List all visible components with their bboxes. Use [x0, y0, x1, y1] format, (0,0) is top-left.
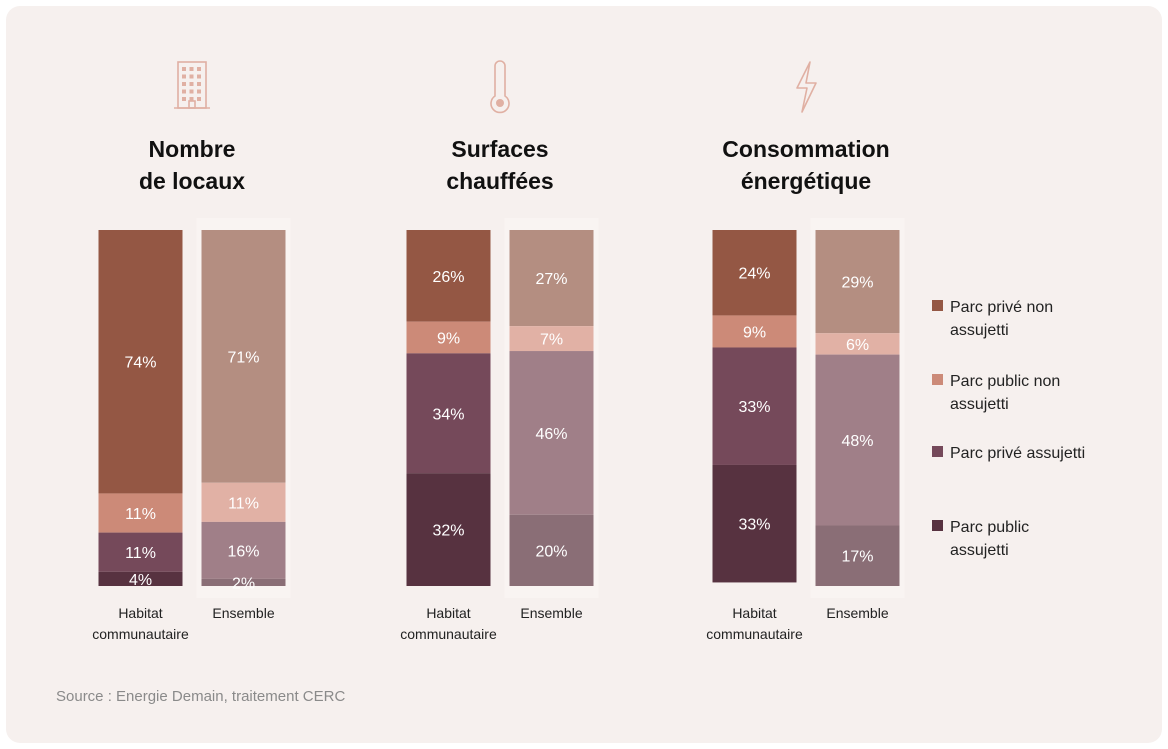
legend-label: Parc privé assujetti: [950, 445, 1085, 462]
legend-label: Parc public: [950, 519, 1029, 536]
panel-title-line: chauffées: [446, 168, 553, 194]
data-label: 29%: [841, 275, 873, 292]
legend-swatch: [932, 446, 943, 457]
data-label: 71%: [227, 349, 259, 366]
data-label: 33%: [738, 517, 770, 534]
category-label: Habitat: [426, 605, 470, 621]
legend-label: assujetti: [950, 396, 1009, 413]
category-label: Habitat: [118, 605, 162, 621]
legend-label: Parc privé non: [950, 299, 1053, 316]
panel-title-line: Consommation: [722, 136, 889, 162]
data-label: 11%: [125, 506, 156, 523]
bar-segment: [815, 230, 900, 334]
data-label: 48%: [841, 433, 873, 450]
source-note: Source : Energie Demain, traitement CERC: [56, 688, 345, 705]
bar-segment: [712, 347, 797, 465]
bar-segment: [815, 333, 900, 355]
category-label: communautaire: [400, 626, 497, 642]
legend-item: Parc privé non assujetti: [932, 299, 1053, 339]
bar-segment: [712, 315, 797, 348]
bar-segment: [98, 532, 183, 572]
legend-label: Parc public non: [950, 373, 1060, 390]
legend-label: assujetti: [950, 322, 1009, 339]
data-label: 17%: [841, 549, 873, 566]
data-label: 6%: [846, 337, 869, 354]
data-label: 33%: [738, 399, 770, 416]
bar-segment: [406, 473, 491, 586]
bar-segment: [509, 230, 594, 327]
bar-segment: [98, 230, 183, 494]
category-label: Ensemble: [826, 605, 888, 621]
panel-1: Nombre de locaux 74% 11% 11% 4% Habitat communa…: [92, 61, 291, 642]
bar-segment: [98, 493, 183, 533]
panel-title-line: Surfaces: [451, 136, 548, 162]
bar-segment: [201, 230, 286, 483]
category-label: Habitat: [732, 605, 776, 621]
category-label: communautaire: [92, 626, 189, 642]
legend-item: Parc public non assujetti: [932, 373, 1060, 413]
legend-item: Parc privé assujetti: [932, 445, 1085, 462]
legend-swatch: [932, 520, 943, 531]
bar-segment: [509, 514, 594, 586]
data-label: 16%: [227, 543, 259, 560]
legend-swatch: [932, 374, 943, 385]
data-label: 20%: [535, 543, 567, 560]
data-label: 32%: [432, 523, 464, 540]
panel-title-line: de locaux: [139, 168, 245, 194]
bar-segment: [201, 482, 286, 522]
bar-segment: [509, 351, 594, 515]
bar-segment: [712, 464, 797, 583]
data-label: 74%: [124, 355, 156, 372]
building-icon: [174, 61, 210, 109]
data-label: 4%: [129, 572, 152, 589]
data-label: 2%: [232, 575, 255, 592]
bar-segment: [406, 353, 491, 474]
data-label: 9%: [437, 331, 460, 348]
lightning-icon: [796, 61, 817, 113]
category-label: communautaire: [706, 626, 803, 642]
data-label: 9%: [743, 324, 766, 341]
data-label: 26%: [432, 269, 464, 286]
panel-title-line: Nombre: [149, 136, 236, 162]
thermometer-icon: [490, 60, 510, 114]
legend-swatch: [932, 300, 943, 311]
data-label: 11%: [125, 545, 156, 562]
bar-segment: [712, 230, 797, 316]
data-label: 34%: [432, 406, 464, 423]
legend-item: Parc public assujetti: [932, 519, 1029, 559]
data-label: 11%: [228, 495, 259, 512]
legend-label: assujetti: [950, 542, 1009, 559]
bar-segment: [406, 321, 491, 354]
data-label: 24%: [738, 266, 770, 283]
bar-segment: [201, 578, 286, 586]
legend: Parc privé non assujetti Parc public non as…: [932, 299, 1085, 559]
bar-segment: [815, 525, 900, 586]
bar-segment: [509, 326, 594, 352]
panel-title-line: énergétique: [741, 168, 871, 194]
panel-2: Surfaces chauffées 26% 9% 34% 32% Habitat commu…: [400, 60, 599, 642]
bar-segment: [201, 521, 286, 579]
data-label: 27%: [535, 271, 567, 288]
category-label: Ensemble: [212, 605, 274, 621]
category-label: Ensemble: [520, 605, 582, 621]
data-label: 46%: [535, 426, 567, 443]
bar-segment: [406, 230, 491, 322]
bar-segment: [98, 571, 183, 586]
bar-segment: [815, 354, 900, 526]
panel-3: Consommation énergétique 24% 9% 33% 33% Habita…: [706, 61, 905, 642]
data-label: 7%: [540, 332, 563, 349]
